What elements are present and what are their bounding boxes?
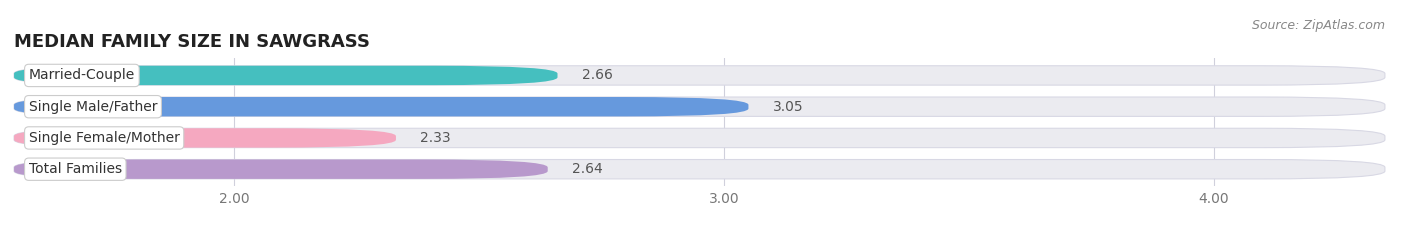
FancyBboxPatch shape [14,128,1385,148]
Text: 2.64: 2.64 [572,162,603,176]
Text: Single Male/Father: Single Male/Father [28,100,157,114]
FancyBboxPatch shape [14,128,396,148]
Text: Total Families: Total Families [28,162,122,176]
FancyBboxPatch shape [14,160,548,179]
FancyBboxPatch shape [14,160,1385,179]
Text: Source: ZipAtlas.com: Source: ZipAtlas.com [1251,19,1385,32]
Text: 2.66: 2.66 [582,69,613,82]
Text: Married-Couple: Married-Couple [28,69,135,82]
FancyBboxPatch shape [14,97,748,116]
Text: MEDIAN FAMILY SIZE IN SAWGRASS: MEDIAN FAMILY SIZE IN SAWGRASS [14,33,370,51]
FancyBboxPatch shape [14,97,1385,116]
Text: Single Female/Mother: Single Female/Mother [28,131,180,145]
FancyBboxPatch shape [14,66,558,85]
Text: 2.33: 2.33 [420,131,451,145]
Text: 3.05: 3.05 [773,100,804,114]
FancyBboxPatch shape [14,66,1385,85]
